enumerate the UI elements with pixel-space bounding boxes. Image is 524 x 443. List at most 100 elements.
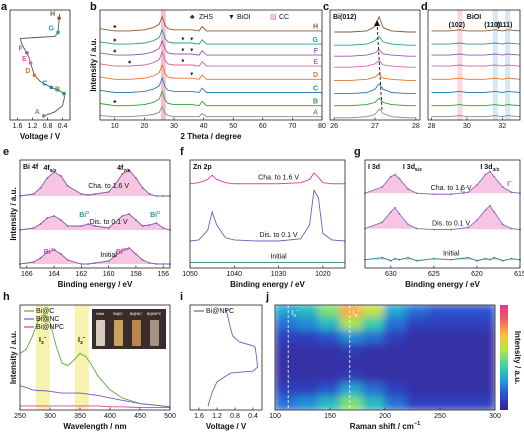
data-dot — [135, 253, 137, 255]
series-line — [431, 104, 521, 107]
series-line — [19, 385, 171, 408]
heat-cell — [318, 305, 342, 320]
series-line — [431, 42, 521, 45]
peak-label-part: − — [509, 180, 512, 185]
series-line — [334, 82, 416, 95]
series-line — [431, 90, 521, 93]
plot-frame — [189, 304, 263, 411]
heat-cell — [428, 317, 452, 333]
data-dot — [114, 221, 117, 223]
state-label: B — [55, 86, 60, 93]
series-line — [189, 172, 345, 185]
heat-cell — [428, 395, 452, 410]
series-label: A — [313, 110, 318, 117]
x-axis-label: Binding energy / eV — [58, 280, 133, 289]
series-label: F — [314, 48, 319, 55]
data-dot — [121, 173, 124, 175]
band — [35, 305, 50, 410]
x-tick-label: 0.8 — [43, 123, 53, 130]
heatmap-cells — [275, 305, 495, 410]
plot-frame — [19, 159, 171, 269]
data-dot — [389, 175, 392, 178]
peak-symbol: ▼ — [180, 36, 185, 42]
heat-cell — [428, 343, 452, 359]
x-axis-label-part: −1 — [414, 421, 420, 427]
inset-label: Bi@NPC — [147, 312, 162, 316]
data-dot — [407, 188, 409, 190]
heat-cell — [406, 330, 430, 346]
peak-symbol: ♣ — [113, 37, 117, 43]
legend-symbol: ▨ — [270, 14, 277, 21]
series-line — [20, 405, 170, 409]
peak-label-part: 3/2 — [492, 167, 499, 173]
peak-label: Bi3+ — [44, 247, 57, 256]
heat-cell — [275, 369, 298, 385]
data-dot — [155, 263, 158, 265]
plot-frame — [427, 9, 521, 121]
x-axis-label: Binding energy / eV — [405, 280, 480, 289]
heat-cell — [428, 382, 452, 398]
x-tick-label: 300 — [489, 413, 501, 420]
series-line — [431, 77, 521, 80]
heat-cell — [275, 317, 298, 333]
heat-cell — [362, 343, 386, 359]
series-label: Cha. to 1.6 V — [88, 183, 129, 190]
state-point — [57, 16, 61, 20]
heat-cell — [428, 330, 452, 346]
peak-label-part: 4f — [117, 165, 124, 172]
x-tick-label: 60 — [259, 123, 267, 130]
panel-letter: i — [180, 291, 183, 303]
x-tick-label: 40 — [200, 123, 208, 130]
peak-fill — [20, 170, 170, 196]
heat-cell — [362, 382, 386, 398]
x-tick-label: 250 — [434, 413, 446, 420]
data-dot — [501, 186, 504, 188]
y-axis-label: Intensity / a.u. — [9, 331, 18, 384]
panel-letter: h — [3, 291, 10, 303]
x-tick-label: 0.4 — [58, 123, 68, 130]
data-dot — [398, 177, 401, 180]
data-dot — [121, 215, 124, 217]
data-dot — [148, 224, 151, 226]
panel-letter: f — [180, 146, 184, 158]
x-tick-label: 27 — [371, 123, 379, 130]
data-dot — [87, 223, 90, 225]
legend-label: CC — [279, 14, 289, 21]
colorbar — [500, 305, 508, 410]
x-tick-label: 100 — [269, 413, 281, 420]
series-line — [334, 97, 416, 107]
heat-cell — [384, 382, 408, 398]
state-point — [41, 114, 46, 118]
series-label: Initial — [270, 253, 287, 260]
data-dot — [432, 228, 435, 231]
heat-cell — [472, 382, 495, 398]
band-label: (110) — [484, 22, 500, 29]
heat-cell — [384, 317, 408, 333]
x-tick-label: 164 — [48, 271, 60, 278]
series-line — [99, 15, 322, 32]
heat-cell — [406, 369, 430, 385]
data-dot — [60, 219, 62, 221]
heat-cell — [472, 343, 495, 359]
peak-label-part: − — [465, 186, 468, 191]
peak-label-part: Bi — [44, 249, 51, 256]
state-label: F — [19, 46, 24, 53]
state-point — [25, 50, 29, 55]
arrow-head — [374, 20, 380, 26]
data-dot — [94, 262, 96, 264]
data-dot — [394, 173, 397, 176]
state-point — [56, 30, 60, 35]
x-axis-label: Voltage / V — [206, 422, 247, 431]
data-dot — [135, 219, 137, 221]
data-dot — [80, 263, 83, 265]
data-dot — [46, 177, 49, 179]
x-tick-label: 1.6 — [13, 123, 23, 130]
heatmap — [275, 305, 495, 410]
heat-cell — [340, 330, 364, 346]
band-label: I3− — [39, 336, 47, 346]
x-tick-label: 615 — [514, 271, 524, 278]
data-dot — [415, 227, 418, 230]
marker-label: I3− — [291, 309, 299, 319]
heat-cell — [362, 317, 386, 333]
data-dot — [66, 185, 69, 187]
